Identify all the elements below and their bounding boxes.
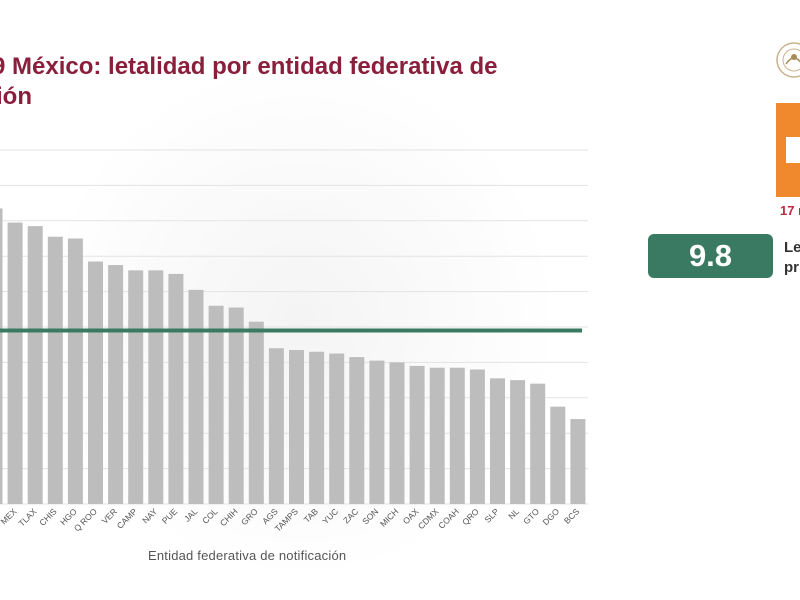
highlight-card bbox=[776, 103, 800, 197]
x-tick-label: NL bbox=[506, 506, 521, 521]
lethality-rate-badge: 9.8 bbox=[648, 234, 773, 278]
bar bbox=[0, 208, 3, 504]
page-title-line-2: ión bbox=[0, 83, 32, 110]
x-tick-label: Q ROO bbox=[72, 506, 99, 533]
x-tick-label: HGO bbox=[58, 506, 79, 527]
page-title: 9 México: letalidad por entidad federati… bbox=[0, 52, 610, 112]
x-axis-label: Entidad federativa de notificación bbox=[148, 548, 347, 563]
x-tick-label: CHIS bbox=[37, 506, 59, 528]
lethality-rate-label: Le pr bbox=[784, 238, 800, 278]
x-tick-label: GTO bbox=[521, 506, 541, 526]
bar bbox=[27, 226, 43, 505]
page-title-line-1: 9 México: letalidad por entidad federati… bbox=[0, 53, 498, 80]
lethality-rate-label-line-2: pr bbox=[784, 259, 799, 276]
government-seal-icon bbox=[776, 42, 800, 78]
background-emblem bbox=[40, 60, 560, 580]
x-tick-label: VER bbox=[100, 506, 119, 525]
x-tick-label: TLAX bbox=[17, 506, 39, 528]
x-tick-label: SLP bbox=[482, 506, 501, 525]
bar bbox=[570, 419, 586, 504]
date-label: 17 m bbox=[780, 203, 800, 218]
highlight-card-glyph bbox=[786, 137, 800, 163]
x-tick-label: BCS bbox=[562, 506, 582, 526]
x-tick-label: MEX bbox=[0, 506, 19, 526]
x-tick-label: DGO bbox=[540, 506, 561, 527]
bar bbox=[550, 406, 566, 504]
lethality-rate-label-line-1: Le bbox=[784, 239, 800, 256]
bar bbox=[7, 222, 23, 504]
